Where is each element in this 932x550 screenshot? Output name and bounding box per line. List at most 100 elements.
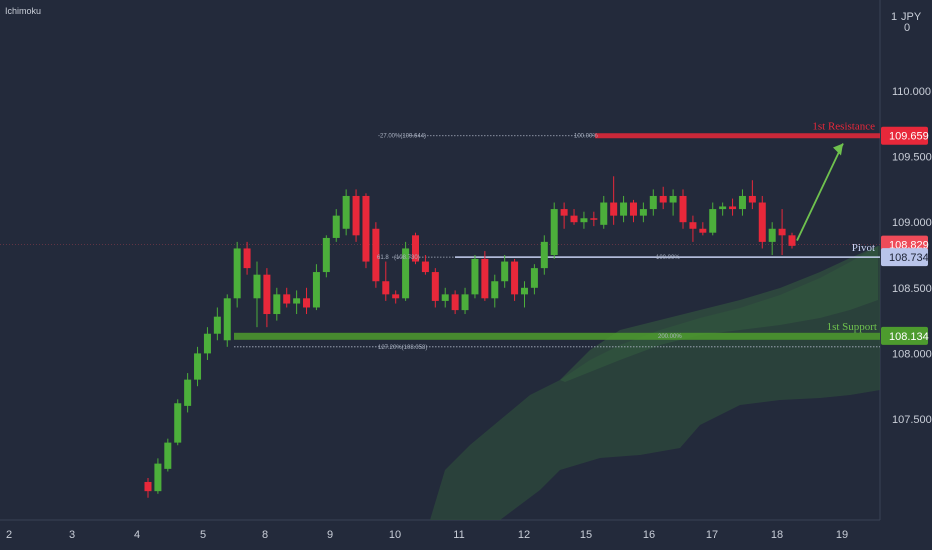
candle-body (263, 274, 271, 315)
pivot-label: Pivot (852, 242, 875, 254)
currency-label: JPY (901, 11, 922, 23)
candle-body (689, 222, 697, 229)
candle-body (600, 202, 608, 225)
x-tick-label: 17 (706, 529, 718, 541)
candle-body (412, 235, 420, 262)
x-tick-label: 5 (200, 529, 206, 541)
x-tick-label: 2 (6, 529, 12, 541)
candle-body (719, 206, 727, 210)
x-tick-label: 4 (134, 529, 140, 541)
candle-body (699, 228, 707, 233)
x-tick-label: 11 (453, 529, 464, 541)
fib-label-pivot100: 100.00% (656, 255, 680, 261)
ichimoku-cloud (430, 246, 880, 520)
fib-label-sup200: 200.00% (658, 334, 682, 340)
fib-label-sup127: 127.20%(108.058) (378, 345, 427, 351)
candles (144, 176, 796, 498)
x-tick-label: 12 (518, 529, 530, 541)
time-axis[interactable]: 2 3 4 5 8 9 10 11 12 15 16 17 18 19 (6, 529, 848, 541)
candle-body (194, 353, 202, 380)
candle-body (243, 248, 251, 269)
candle-body (560, 209, 568, 216)
x-tick-label: 3 (69, 529, 75, 541)
candle-body (184, 379, 192, 406)
candle-body (144, 481, 152, 492)
target-arrow-line (796, 143, 844, 241)
price-tag-pivot-label: 108.734 (889, 252, 929, 264)
price-tag-support-label: 108.134 (889, 331, 929, 343)
price-tag-resistance-label: 109.659 (889, 131, 929, 143)
candle-body (540, 241, 548, 269)
candle-body (312, 272, 320, 308)
price-tag-support (881, 326, 928, 345)
y-tick-partial-bottom: 0 (904, 22, 910, 34)
candle-body (550, 209, 558, 255)
candle-body (233, 248, 241, 299)
x-tick-label: 9 (327, 529, 333, 541)
candle-body (203, 333, 211, 354)
support-band (234, 332, 880, 340)
candle-body (213, 316, 221, 334)
candle-body (590, 218, 598, 220)
y-tick-label: 108.000 (892, 348, 932, 360)
candle-body (639, 209, 647, 216)
candle-body (451, 294, 459, 311)
candle-body (709, 209, 717, 233)
candle-body (778, 228, 786, 236)
candle-body (530, 268, 538, 288)
price-axis[interactable]: 110.000 109.500 109.000 108.500 108.000 107.5… (881, 11, 932, 426)
candle-body (352, 195, 360, 236)
y-tick-partial-top: 1 (891, 11, 897, 23)
annotations: 1st Resistance Pivot 1st Support -27.00%(10… (377, 121, 877, 351)
candle-body (501, 261, 509, 282)
fib-label-pivot618: 61.8 (377, 255, 389, 261)
support-label: 1st Support (827, 321, 877, 333)
candle-body (392, 294, 400, 299)
x-tick-label: 10 (389, 529, 401, 541)
x-tick-label: 8 (262, 529, 268, 541)
candle-body (669, 195, 677, 203)
candle-body (738, 195, 746, 210)
x-tick-label: 15 (580, 529, 592, 541)
fib-label-ext: -27.00%(109.644) (378, 134, 426, 140)
candle-body (154, 463, 162, 492)
candle-body (421, 261, 429, 273)
candle-body (629, 202, 637, 216)
candle-body (471, 258, 479, 295)
x-tick-label: 18 (771, 529, 783, 541)
candle-body (580, 218, 588, 223)
candle-body (679, 195, 687, 223)
x-tick-label: 19 (836, 529, 848, 541)
candle-body (441, 294, 449, 301)
candle-body (342, 195, 350, 229)
candle-body (758, 202, 766, 242)
resistance-label: 1st Resistance (812, 121, 875, 133)
candle-body (303, 298, 311, 308)
candle-body (431, 272, 439, 301)
candle-body (332, 215, 340, 238)
candle-body (520, 287, 528, 295)
fib-label-pivot618-val: (108.730) (394, 255, 420, 261)
candle-body (174, 403, 182, 443)
candle-body (322, 237, 330, 273)
candle-body (372, 228, 380, 282)
candle-body (461, 294, 469, 311)
candle-body (491, 281, 499, 299)
candle-body (788, 235, 796, 246)
y-tick-label: 110.000 (892, 86, 931, 98)
candle-body (164, 442, 172, 469)
candle-body (511, 261, 519, 295)
candle-body (768, 228, 776, 242)
candle-body (620, 202, 628, 216)
y-tick-label: 108.500 (892, 283, 932, 295)
candle-body (570, 215, 578, 223)
cloud-upper-area (560, 246, 878, 382)
candle-body (481, 258, 489, 299)
fib-label-res100: 100.00% (574, 134, 598, 140)
candle-body (253, 274, 261, 299)
candle-body (223, 298, 231, 341)
candle-body (649, 195, 657, 210)
candle-body (402, 248, 410, 299)
candle-body (748, 195, 756, 203)
